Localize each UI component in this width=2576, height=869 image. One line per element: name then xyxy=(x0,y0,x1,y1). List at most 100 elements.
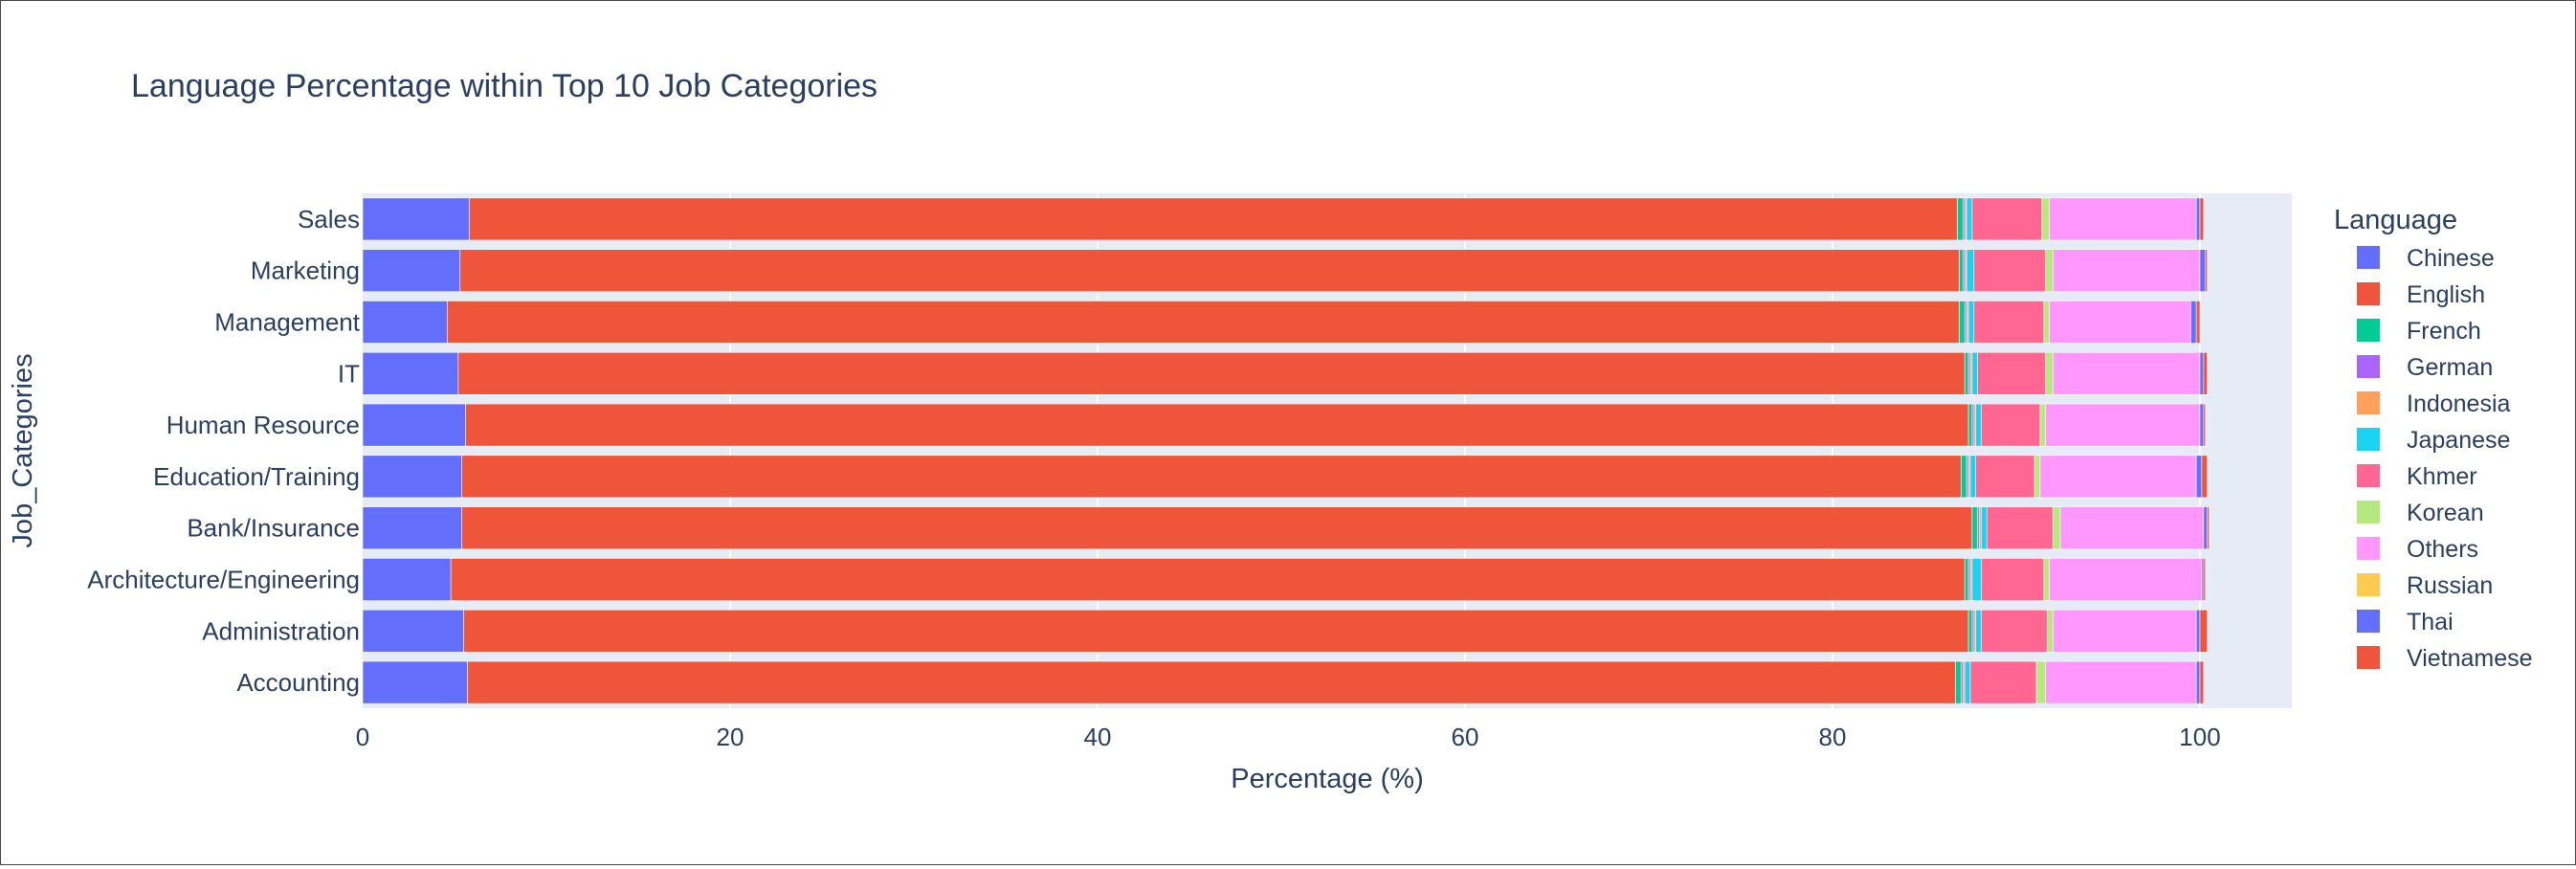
legend-item[interactable]: English xyxy=(2357,281,2485,308)
legend-items[interactable]: Chinese English French German Indonesia Japan… xyxy=(2357,245,2533,672)
bars[interactable] xyxy=(362,197,2210,704)
bar-segment[interactable] xyxy=(2049,197,2197,241)
bar-segment[interactable] xyxy=(1977,351,2047,395)
bar-segment[interactable] xyxy=(1971,197,2043,241)
bar-segment[interactable] xyxy=(1981,558,2045,601)
bar-segment[interactable] xyxy=(1973,249,2047,293)
bar-segment[interactable] xyxy=(2059,506,2205,550)
bar-segment[interactable] xyxy=(2195,609,2201,653)
bar-segment[interactable] xyxy=(2203,351,2208,395)
bar-segment[interactable] xyxy=(1959,249,1964,293)
bar-segment[interactable] xyxy=(1969,455,1977,499)
bar-segment[interactable] xyxy=(2205,249,2208,293)
bar-segment[interactable] xyxy=(362,403,466,447)
bar-segment[interactable] xyxy=(2041,197,2050,241)
bar-segment[interactable] xyxy=(2045,660,2197,704)
legend-item[interactable]: Korean xyxy=(2357,500,2484,526)
bar-segment[interactable] xyxy=(2199,249,2207,293)
legend-item[interactable]: Khmer xyxy=(2357,463,2477,490)
bar-segment[interactable] xyxy=(461,455,1962,499)
bar-segment[interactable] xyxy=(2199,197,2205,241)
legend-item[interactable]: Indonesia xyxy=(2357,390,2511,417)
legend-item[interactable]: Japanese xyxy=(2357,427,2510,454)
bar-segment[interactable] xyxy=(1967,301,1975,344)
bar-segment[interactable] xyxy=(1975,455,2035,499)
bar-segment[interactable] xyxy=(1967,403,1973,447)
bar-segment[interactable] xyxy=(2049,301,2191,344)
bar-segment[interactable] xyxy=(2199,351,2205,395)
bar-segment[interactable] xyxy=(1964,660,1971,704)
bar-segment[interactable] xyxy=(1959,301,1965,344)
bar-segment[interactable] xyxy=(2203,403,2207,447)
legend-item[interactable]: Others xyxy=(2357,536,2478,563)
bar-segment[interactable] xyxy=(2047,609,2054,653)
bar-segment[interactable] xyxy=(2195,660,2201,704)
bar-segment[interactable] xyxy=(463,609,1969,653)
bar-segment[interactable] xyxy=(1964,558,1969,601)
bar-segment[interactable] xyxy=(2045,403,2201,447)
bar-segment[interactable] xyxy=(467,660,1956,704)
bar-segment[interactable] xyxy=(1961,455,1967,499)
bar-segment[interactable] xyxy=(447,301,1960,344)
bar-segment[interactable] xyxy=(1969,660,2037,704)
bar-segment[interactable] xyxy=(1973,301,2045,344)
legend-item[interactable]: Vietnamese xyxy=(2357,645,2533,672)
bar-segment[interactable] xyxy=(2199,660,2205,704)
bar-segment[interactable] xyxy=(1965,197,1973,241)
bar-segment[interactable] xyxy=(2195,301,2201,344)
bar-segment[interactable] xyxy=(2043,301,2050,344)
bar-segment[interactable] xyxy=(362,609,464,653)
bar-segment[interactable] xyxy=(1971,506,1978,550)
bar-segment[interactable] xyxy=(2203,506,2208,550)
bar-segment[interactable] xyxy=(469,197,1958,241)
bar-segment[interactable] xyxy=(1965,249,1975,293)
bar-segment[interactable] xyxy=(2049,558,2203,601)
bar-segment[interactable] xyxy=(2053,351,2201,395)
bar-segment[interactable] xyxy=(2195,455,2203,499)
bar-segment[interactable] xyxy=(1964,351,1969,395)
bar-segment[interactable] xyxy=(2203,558,2207,601)
bar-segment[interactable] xyxy=(2045,351,2054,395)
bar-segment[interactable] xyxy=(2053,506,2061,550)
bar-segment[interactable] xyxy=(450,558,1965,601)
bar-segment[interactable] xyxy=(2190,301,2197,344)
bar-segment[interactable] xyxy=(1981,609,2048,653)
bar-segment[interactable] xyxy=(2199,403,2205,447)
bar-segment[interactable] xyxy=(2053,609,2197,653)
bar-segment[interactable] xyxy=(2043,558,2050,601)
legend-item[interactable]: Thai xyxy=(2357,609,2454,635)
bar-segment[interactable] xyxy=(1971,558,1982,601)
legend-item[interactable]: French xyxy=(2357,318,2481,345)
bar-segment[interactable] xyxy=(362,506,462,550)
legend-item[interactable]: Chinese xyxy=(2357,245,2495,272)
bar-segment[interactable] xyxy=(1957,197,1964,241)
legend-item[interactable]: German xyxy=(2357,354,2493,381)
bar-segment[interactable] xyxy=(1975,609,1982,653)
bar-segment[interactable] xyxy=(362,197,470,241)
bar-segment[interactable] xyxy=(362,660,468,704)
bar-segment[interactable] xyxy=(1981,506,1988,550)
bar-segment[interactable] xyxy=(465,403,1969,447)
bar-segment[interactable] xyxy=(2207,506,2210,550)
bar-segment[interactable] xyxy=(1967,609,1973,653)
bar-segment[interactable] xyxy=(1971,351,1978,395)
bar-segment[interactable] xyxy=(2039,403,2047,447)
bar-segment[interactable] xyxy=(459,249,1960,293)
bar-segment[interactable] xyxy=(362,455,462,499)
bar-segment[interactable] xyxy=(1975,403,1982,447)
bar-segment[interactable] xyxy=(2039,455,2197,499)
bar-segment[interactable] xyxy=(2201,455,2208,499)
bar-segment[interactable] xyxy=(362,301,448,344)
bar-segment[interactable] xyxy=(2035,660,2047,704)
bar-segment[interactable] xyxy=(362,558,452,601)
bar-segment[interactable] xyxy=(461,506,1973,550)
bar-segment[interactable] xyxy=(2045,249,2054,293)
legend-item[interactable]: Russian xyxy=(2357,572,2493,599)
bar-segment[interactable] xyxy=(1986,506,2054,550)
bar-segment[interactable] xyxy=(2053,249,2201,293)
bar-segment[interactable] xyxy=(362,249,461,293)
bar-segment[interactable] xyxy=(362,351,459,395)
bar-segment[interactable] xyxy=(2199,609,2208,653)
bar-segment[interactable] xyxy=(1981,403,2041,447)
bar-segment[interactable] xyxy=(2195,197,2201,241)
